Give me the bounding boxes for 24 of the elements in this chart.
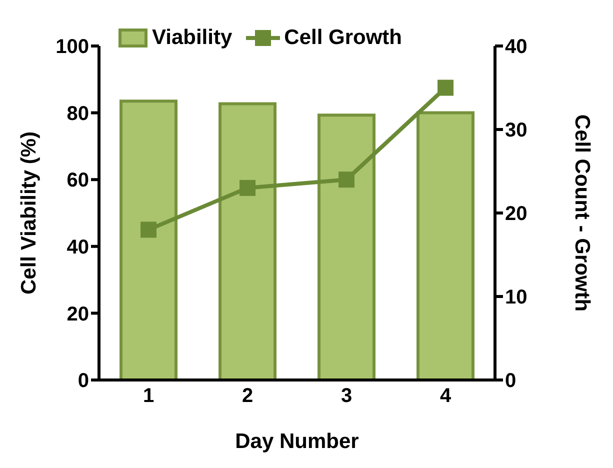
y2-tick-label: 30 (505, 120, 528, 142)
y2-tick-label: 20 (505, 203, 528, 226)
point (438, 80, 454, 96)
y2-tick-label: 0 (505, 370, 516, 392)
legend-label: Viability (152, 26, 232, 50)
y-tick-label: 60 (66, 170, 89, 192)
y-axis-title: Cell Viability (%) (17, 132, 40, 294)
x-tick-label: 1 (142, 385, 154, 408)
x-tick-label: 2 (242, 385, 254, 408)
point (140, 222, 156, 238)
x-axis-title: Day Number (235, 430, 359, 453)
x-tick-label: 3 (340, 385, 352, 408)
y2-axis-title: Cell Count - Growth (570, 114, 594, 312)
y2-tick-label: 10 (505, 286, 528, 309)
point (338, 172, 354, 188)
y-tick-label: 20 (66, 303, 89, 326)
y-tick-label: 100 (56, 36, 89, 58)
y2-tick-label: 40 (505, 36, 528, 58)
y-tick-label: 0 (78, 370, 89, 392)
legend-label: Cell Growth (284, 26, 402, 50)
point (240, 180, 256, 196)
y-tick-label: 40 (66, 236, 89, 258)
y-tick-label: 80 (66, 102, 89, 125)
x-tick-label: 4 (440, 385, 452, 408)
